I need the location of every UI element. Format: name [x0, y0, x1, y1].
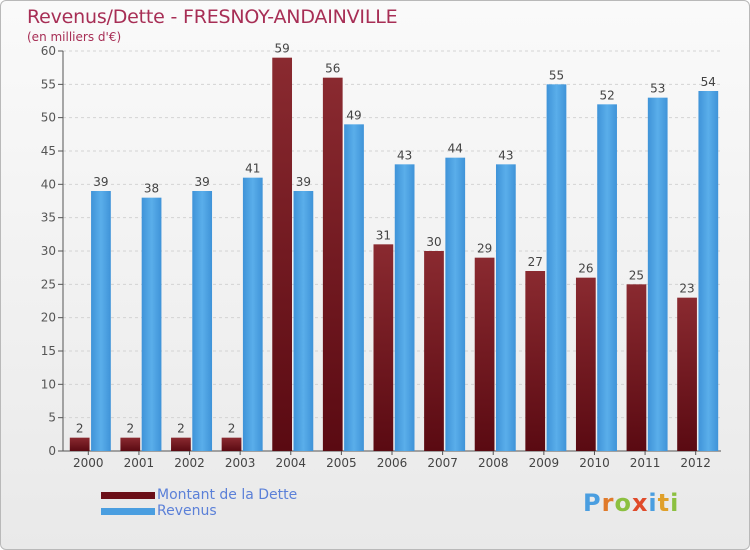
bar-dette: [221, 437, 242, 451]
bar-dette: [525, 271, 546, 451]
x-tick-label: 2005: [326, 456, 357, 470]
x-tick-label: 2009: [529, 456, 560, 470]
x-tick-label: 2010: [579, 456, 610, 470]
y-tick-label: 20: [41, 311, 56, 325]
data-label-dette: 2: [126, 422, 134, 436]
x-tick-label: 2011: [630, 456, 661, 470]
chart-title: Revenus/Dette - FRESNOY-ANDAINVILLE: [27, 6, 398, 28]
bar-dette: [626, 284, 647, 451]
chart-subtitle: (en milliers d'€): [27, 30, 122, 44]
logo-letter: P: [583, 489, 602, 517]
data-label-dette: 26: [578, 262, 593, 276]
data-label-dette: 31: [376, 228, 391, 242]
y-tick-label: 15: [41, 344, 56, 358]
bar-revenus: [141, 197, 162, 451]
x-tick-label: 2012: [680, 456, 711, 470]
bar-revenus: [394, 164, 415, 452]
bar-dette: [373, 244, 394, 451]
data-label-dette: 2: [177, 422, 185, 436]
data-label-revenus: 43: [498, 148, 513, 162]
legend-item-dette: Montant de la Dette: [101, 487, 297, 503]
legend-label-dette: Montant de la Dette: [157, 487, 298, 503]
data-label-dette: 2: [228, 422, 236, 436]
logo-letter: r: [601, 489, 615, 517]
data-label-revenus: 41: [245, 162, 260, 176]
legend-swatch-revenus: [101, 507, 155, 515]
bar-dette: [322, 77, 343, 452]
data-label-revenus: 43: [397, 148, 412, 162]
y-tick-label: 30: [41, 244, 56, 258]
y-tick-label: 10: [41, 377, 56, 391]
y-tick-label: 60: [41, 44, 56, 58]
bar-dette: [171, 437, 191, 451]
data-label-dette: 59: [274, 42, 289, 56]
data-label-revenus: 49: [346, 108, 361, 122]
x-tick-label: 2004: [275, 456, 306, 470]
data-label-revenus: 55: [549, 68, 564, 82]
data-label-dette: 27: [528, 255, 543, 269]
y-tick-label: 45: [41, 144, 56, 158]
x-tick-label: 2006: [377, 456, 408, 470]
logo-letter: t: [657, 489, 671, 517]
x-tick-label: 2008: [478, 456, 509, 470]
logo-letter: i: [670, 489, 680, 517]
data-label-revenus: 53: [650, 82, 665, 96]
bar-dette: [575, 277, 596, 451]
bar-revenus: [91, 191, 111, 451]
x-tick-label: 2001: [124, 456, 155, 470]
bar-dette: [69, 437, 90, 451]
legend: Montant de la Dette Revenus: [101, 487, 297, 519]
logo-letter: o: [614, 489, 632, 517]
y-tick-label: 35: [41, 211, 56, 225]
bar-revenus: [495, 164, 516, 452]
data-label-revenus: 39: [195, 175, 210, 189]
proxiti-logo: Proxiti: [583, 489, 679, 517]
bar-dette: [677, 297, 697, 451]
data-label-dette: 30: [426, 235, 441, 249]
bar-dette: [424, 251, 444, 451]
bar-revenus: [597, 104, 617, 451]
bar-revenus: [293, 191, 314, 451]
data-label-dette: 2: [76, 422, 84, 436]
data-label-revenus: 39: [93, 175, 108, 189]
y-tick-label: 0: [48, 444, 56, 458]
legend-item-revenus: Revenus: [101, 503, 297, 519]
y-tick-label: 40: [41, 177, 56, 191]
bar-revenus: [192, 191, 213, 451]
logo-letter: x: [631, 489, 649, 517]
legend-swatch-dette: [101, 491, 155, 499]
y-tick-label: 5: [48, 411, 56, 425]
data-label-dette: 29: [477, 242, 492, 256]
data-label-dette: 25: [629, 268, 644, 282]
data-label-revenus: 52: [599, 88, 614, 102]
y-tick-label: 25: [41, 277, 56, 291]
x-tick-label: 2000: [73, 456, 104, 470]
bar-dette: [120, 437, 141, 451]
y-tick-label: 50: [41, 111, 56, 125]
data-label-revenus: 38: [144, 182, 159, 196]
data-label-revenus: 39: [296, 175, 311, 189]
x-tick-label: 2007: [427, 456, 458, 470]
y-tick-label: 55: [41, 77, 56, 91]
bar-revenus: [698, 91, 719, 451]
bar-dette: [272, 57, 293, 452]
legend-label-revenus: Revenus: [157, 503, 217, 519]
data-label-revenus: 44: [448, 142, 463, 156]
bar-revenus: [445, 157, 466, 451]
data-label-dette: 23: [679, 282, 694, 296]
bar-revenus: [344, 124, 364, 451]
bar-revenus: [546, 84, 567, 451]
data-label-revenus: 54: [701, 75, 716, 89]
logo-letter: i: [648, 489, 658, 517]
x-tick-label: 2003: [225, 456, 256, 470]
data-label-dette: 56: [325, 62, 340, 76]
x-tick-label: 2002: [174, 456, 205, 470]
bar-revenus: [242, 177, 263, 451]
bar-revenus: [647, 97, 668, 452]
bar-dette: [474, 257, 495, 451]
